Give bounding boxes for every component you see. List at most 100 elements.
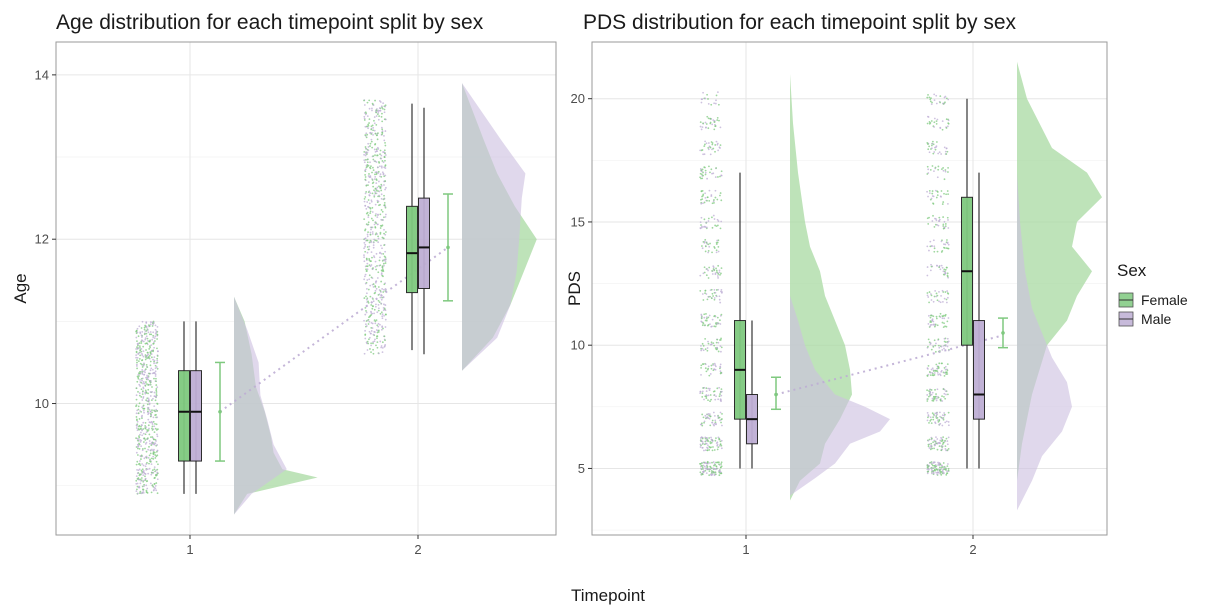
rain-point [934,388,936,391]
rain-point [363,159,366,162]
rain-point [370,128,373,131]
rain-point [153,362,155,365]
rain-point [148,433,151,436]
rain-point [947,448,950,450]
rain-point [153,448,155,451]
rain-point [371,307,374,310]
rain-point [148,372,151,375]
rain-point [146,366,149,369]
rain-point [369,265,372,268]
rain-point [709,465,711,468]
rain-point [142,432,145,435]
rain-point [370,344,373,347]
rain-point [929,293,932,295]
mean-point [774,392,778,397]
rain-point [947,193,950,196]
rain-point [147,410,149,413]
rain-point [945,247,948,250]
rain-point [375,319,378,322]
rain-point [707,217,710,220]
rain-point [382,270,385,273]
rain-point [381,288,384,290]
rain-point [705,274,708,277]
rain-point [935,399,938,402]
rain-point [377,111,380,114]
rain-point [365,136,368,139]
rain-point [137,408,140,411]
rain-point [944,272,946,275]
rain-point [942,216,945,218]
rain-point [154,476,156,479]
rain-point [366,125,369,128]
rain-point [717,149,720,152]
rain-point [371,312,374,315]
rain-point [370,217,373,220]
rain-point [372,185,375,188]
rain-point [936,469,939,471]
rain-point [711,421,714,424]
rain-point [141,330,144,333]
rain-point [363,115,366,118]
rain-point [146,461,148,464]
rain-point [716,346,718,349]
rain-point [933,374,936,376]
rain-point [141,414,143,417]
rain-point [941,128,944,131]
rain-point [947,317,950,319]
rain-point [142,490,145,492]
rain-point [936,294,939,297]
rain-point [151,409,153,412]
rain-point [946,443,949,446]
rain-point [710,398,713,401]
rain-point [713,449,716,451]
y-tick-label: 14 [35,67,49,82]
rain-point [947,171,949,173]
rain-point [146,357,148,360]
rain-point [364,245,366,248]
rain-point [374,203,377,206]
rain-point [719,393,721,395]
rain-point [383,134,385,137]
rain-point [715,395,717,398]
rain-point [708,314,711,317]
rain-point [928,145,931,148]
rain-point [716,198,719,201]
rain-point [942,223,945,226]
x-tick-label: 1 [186,542,193,557]
rain-point [939,301,942,304]
rain-point [715,295,718,298]
rain-point [928,447,931,449]
rain-point [384,188,386,191]
rain-point [705,387,708,390]
x-tick-label: 2 [969,542,976,557]
rain-point [156,359,159,362]
rain-point [373,319,376,322]
rain-point [719,301,722,304]
rain-point [926,411,929,414]
rain-point [933,447,935,450]
rain-point [374,110,377,113]
rain-point [943,317,946,320]
rain-point [931,464,934,467]
rain-point [140,396,143,398]
density-male-t2 [462,83,526,371]
rain-point [153,409,155,412]
rain-point [706,439,709,442]
rain-point [375,280,377,283]
rain-point [139,354,142,357]
rain-point [717,461,719,464]
rain-point [930,422,933,425]
rain-point [143,411,145,414]
rain-point [154,332,157,335]
rain-point [707,468,710,471]
rain-point [933,339,936,342]
density-male-t1 [790,295,890,496]
rain-point [941,469,944,471]
rain-point [141,463,144,465]
rain-point [703,461,705,464]
rain-point [714,325,717,328]
rain-point [144,356,147,358]
rain-point [703,316,706,319]
rain-point [708,474,711,477]
rain-point [153,346,155,349]
